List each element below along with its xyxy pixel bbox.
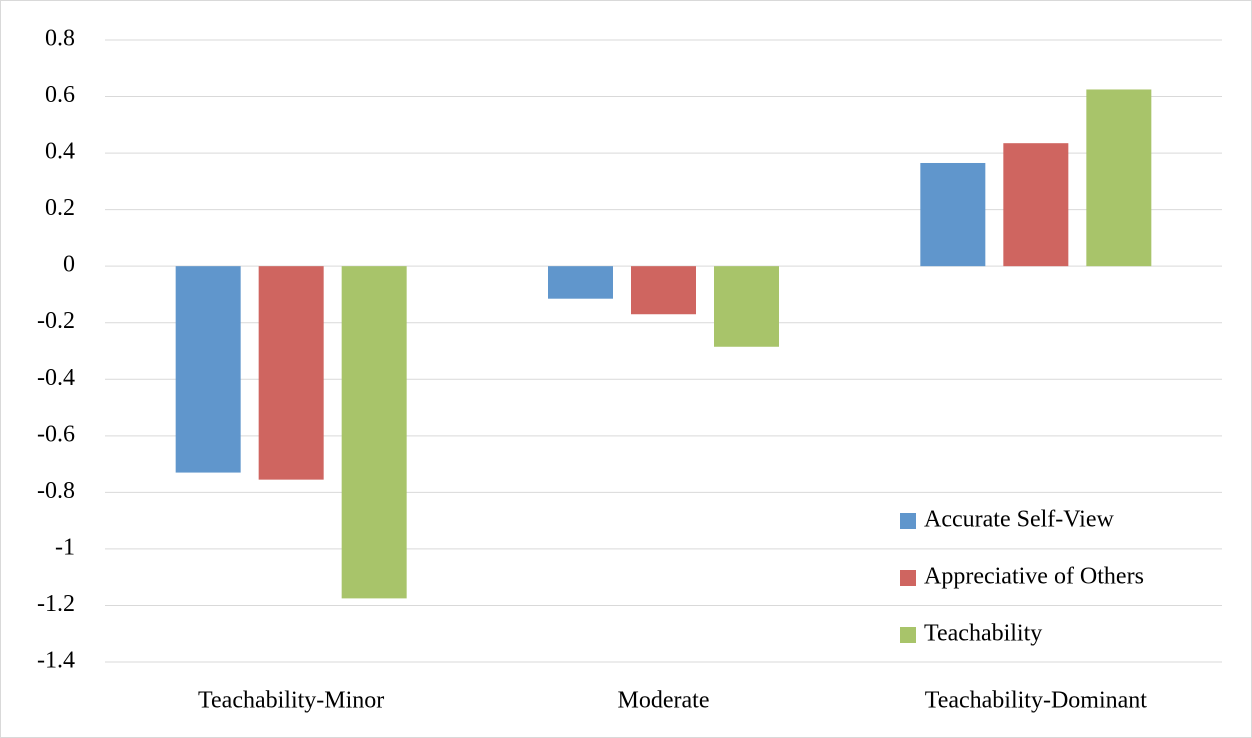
y-tick-label: -0.8: [37, 478, 75, 504]
legend-swatch: [900, 513, 916, 529]
bar: [258, 266, 324, 480]
y-tick-label: 0.6: [45, 82, 75, 108]
bar: [1003, 143, 1069, 267]
y-tick-label: -0.6: [37, 421, 75, 447]
bar: [631, 266, 696, 315]
y-tick-label: -1: [55, 534, 75, 560]
y-tick-label: 0: [63, 252, 75, 278]
y-tick-label: -0.2: [37, 308, 75, 334]
y-tick-label: 0.8: [45, 26, 75, 52]
bar: [548, 266, 613, 299]
bar: [920, 162, 986, 267]
y-tick-label: 0.4: [45, 139, 75, 165]
x-tick-label: Moderate: [618, 688, 710, 714]
legend-swatch: [900, 627, 916, 643]
legend-label: Teachability: [924, 621, 1042, 647]
y-tick-label: -1.2: [37, 591, 75, 617]
y-tick-label: -1.4: [37, 648, 75, 674]
legend-label: Accurate Self-View: [924, 507, 1114, 533]
legend-swatch: [900, 570, 916, 586]
legend-label: Appreciative of Others: [924, 564, 1144, 590]
x-tick-label: Teachability-Minor: [198, 688, 384, 714]
y-tick-label: -0.4: [37, 365, 75, 391]
bar: [341, 266, 407, 599]
y-tick-label: 0.2: [45, 195, 75, 221]
bar: [714, 266, 779, 347]
bar: [1086, 89, 1152, 267]
x-tick-label: Teachability-Dominant: [925, 688, 1148, 714]
bar: [175, 266, 241, 473]
